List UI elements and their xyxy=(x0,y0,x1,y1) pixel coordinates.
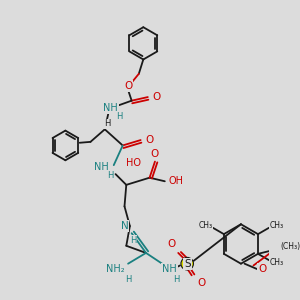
Text: H: H xyxy=(116,112,122,121)
Text: O: O xyxy=(151,148,159,158)
Text: H: H xyxy=(173,275,180,284)
Text: HO: HO xyxy=(126,158,141,168)
Text: O: O xyxy=(124,81,132,91)
Text: NH₂: NH₂ xyxy=(106,264,125,274)
Text: CH₃: CH₃ xyxy=(270,258,284,267)
Text: O: O xyxy=(258,264,267,274)
Text: O: O xyxy=(197,278,206,288)
Text: CH₃: CH₃ xyxy=(270,221,284,230)
Text: H: H xyxy=(130,236,136,245)
Text: H: H xyxy=(125,275,131,284)
Text: NH: NH xyxy=(162,264,177,274)
Circle shape xyxy=(181,257,194,270)
Text: H: H xyxy=(104,119,111,128)
Text: NH: NH xyxy=(103,103,118,113)
Text: O: O xyxy=(146,135,154,145)
Text: O: O xyxy=(167,239,175,249)
Text: H: H xyxy=(107,171,113,180)
Text: N: N xyxy=(121,221,128,231)
Text: CH₃: CH₃ xyxy=(198,221,212,230)
Text: OH: OH xyxy=(169,176,184,186)
Text: (CH₃)₂: (CH₃)₂ xyxy=(281,242,300,251)
Text: NH: NH xyxy=(94,162,109,172)
Text: S: S xyxy=(184,259,190,269)
Text: O: O xyxy=(153,92,161,102)
